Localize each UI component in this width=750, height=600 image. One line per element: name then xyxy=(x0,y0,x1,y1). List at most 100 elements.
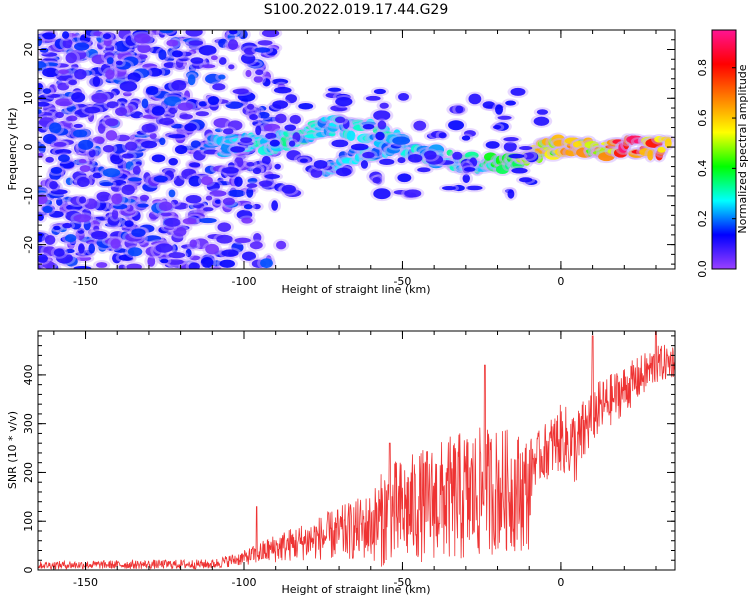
noise-blob xyxy=(157,254,172,259)
faint-blob xyxy=(377,120,387,130)
noise-blob xyxy=(218,74,226,80)
noise-blob xyxy=(115,134,130,142)
noise-blob xyxy=(255,69,264,76)
faint-blob xyxy=(438,132,447,139)
noise-blob xyxy=(134,133,150,138)
noise-blob xyxy=(163,96,182,107)
ridge-blob xyxy=(390,143,402,149)
noise-blob xyxy=(71,92,86,103)
noise-blob xyxy=(105,130,118,141)
faint-blob xyxy=(362,124,375,130)
noise-blob xyxy=(42,133,57,144)
noise-blob xyxy=(166,39,179,47)
faint-blob xyxy=(313,159,328,169)
noise-blob xyxy=(153,175,168,183)
noise-blob xyxy=(185,248,192,258)
colorbar-label: Normalized spectral amplitude xyxy=(736,64,749,233)
ridge-blob xyxy=(553,140,567,147)
x-tick-label: -100 xyxy=(232,275,257,288)
faint-blob xyxy=(497,115,512,120)
noise-blob xyxy=(159,137,166,146)
noise-blob xyxy=(262,78,271,87)
faint-blob xyxy=(503,141,517,152)
noise-blob xyxy=(198,45,217,56)
faint-blob xyxy=(269,139,280,147)
noise-blob xyxy=(50,166,63,174)
x-tick-label: -50 xyxy=(393,275,411,288)
faint-blob xyxy=(284,124,297,131)
noise-blob xyxy=(189,255,201,261)
x-tick-label: -150 xyxy=(73,275,98,288)
faint-blob xyxy=(230,146,245,153)
faint-blob xyxy=(455,105,464,114)
noise-blob xyxy=(261,30,280,38)
noise-blob xyxy=(106,101,119,109)
noise-blob xyxy=(241,217,253,224)
noise-blob xyxy=(98,166,105,173)
noise-blob xyxy=(72,37,82,43)
noise-blob xyxy=(151,154,166,163)
noise-blob xyxy=(43,246,56,257)
noise-blob xyxy=(38,109,42,114)
noise-blob xyxy=(65,52,77,64)
noise-blob xyxy=(209,190,227,197)
noise-blob xyxy=(45,156,54,163)
noise-blob xyxy=(168,104,178,115)
noise-blob xyxy=(53,142,67,147)
faint-blob xyxy=(281,184,296,194)
faint-blob xyxy=(335,167,352,177)
noise-blob xyxy=(125,204,134,212)
noise-blob xyxy=(58,154,70,163)
noise-blob xyxy=(252,203,261,210)
ridge-blob xyxy=(283,130,294,137)
faint-blob xyxy=(533,116,550,126)
noise-blob xyxy=(214,199,222,204)
noise-blob xyxy=(218,38,229,48)
noise-blob xyxy=(39,47,49,53)
noise-blob xyxy=(40,37,57,43)
faint-blob xyxy=(423,150,437,160)
noise-blob xyxy=(190,57,204,64)
faint-blob xyxy=(466,185,483,191)
faint-blob xyxy=(299,158,308,163)
noise-blob xyxy=(55,98,73,107)
x-tick-label: 0 xyxy=(557,576,564,589)
ridge-blob xyxy=(328,131,336,137)
noise-blob xyxy=(136,130,147,135)
faint-blob xyxy=(379,158,395,165)
noise-blob xyxy=(141,98,149,109)
noise-blob xyxy=(171,244,178,253)
noise-blob xyxy=(221,249,239,257)
noise-blob xyxy=(148,211,160,220)
noise-blob xyxy=(171,123,184,129)
noise-blob xyxy=(219,259,235,268)
faint-blob xyxy=(398,92,410,101)
noise-blob xyxy=(88,149,96,158)
spectrogram-frame xyxy=(37,29,676,270)
noise-blob xyxy=(119,81,138,92)
ridge-blob xyxy=(598,151,615,162)
noise-blob xyxy=(42,67,59,78)
noise-blob xyxy=(115,60,123,66)
noise-blob xyxy=(158,49,167,61)
faint-blob xyxy=(397,157,406,164)
noise-blob xyxy=(49,122,62,134)
noise-blob xyxy=(65,177,74,186)
faint-blob xyxy=(413,120,427,131)
faint-blob xyxy=(365,95,381,101)
noise-blob xyxy=(234,237,251,243)
snr-frame xyxy=(37,330,676,571)
noise-blob xyxy=(205,195,213,201)
faint-blob xyxy=(510,87,526,96)
noise-blob xyxy=(97,123,106,134)
noise-blob xyxy=(79,165,91,172)
noise-blob xyxy=(38,144,46,154)
faint-blob xyxy=(286,150,301,161)
noise-blob xyxy=(103,38,112,47)
noise-blob xyxy=(189,239,198,248)
noise-blob xyxy=(225,101,244,109)
x-tick-label: -50 xyxy=(393,576,411,589)
noise-blob xyxy=(213,117,231,128)
noise-blob xyxy=(200,257,214,268)
spectrogram-ylabel: Frequency (Hz) xyxy=(6,108,19,191)
